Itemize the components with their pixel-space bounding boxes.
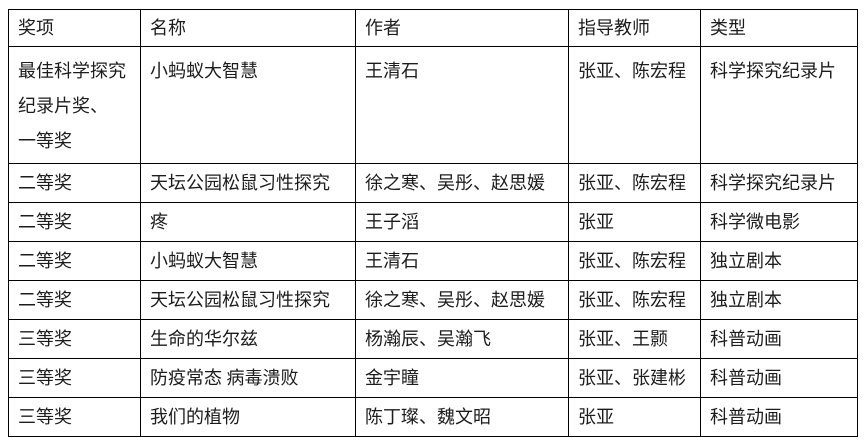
table-row: 三等奖 我们的植物 陈丁璨、魏文昭 张亚 科普动画 <box>8 397 858 437</box>
table-cell: 独立剧本 <box>700 241 858 281</box>
table-cell: 三等奖 <box>8 397 141 437</box>
table-cell: 徐之寒、吴彤、赵思媛 <box>355 280 569 320</box>
table-header-row: 奖项 名称 作者 指导教师 类型 <box>8 9 858 47</box>
column-header: 指导教师 <box>568 9 701 47</box>
table-cell: 科普动画 <box>700 319 858 359</box>
table-row: 最佳科学探究 纪录片奖、 一等奖 小蚂蚁大智慧 王清石 张亚、陈宏程 科学探究纪录片 <box>8 46 858 164</box>
table-cell: 生命的华尔兹 <box>140 319 356 359</box>
table-cell: 三等奖 <box>8 319 141 359</box>
column-header: 名称 <box>140 9 356 47</box>
table-cell: 科学探究纪录片 <box>700 163 858 203</box>
table-cell: 张亚、陈宏程 <box>568 280 701 320</box>
table-cell: 三等奖 <box>8 358 141 398</box>
table-cell: 王清石 <box>355 241 569 281</box>
table-cell: 陈丁璨、魏文昭 <box>355 397 569 437</box>
column-header: 类型 <box>700 9 858 47</box>
table-cell: 张亚、王颢 <box>568 319 701 359</box>
table-row: 三等奖 生命的华尔兹 杨瀚辰、吴瀚飞 张亚、王颢 科普动画 <box>8 319 858 359</box>
table-cell: 张亚 <box>568 202 701 242</box>
awards-table: 奖项 名称 作者 指导教师 类型 最佳科学探究 纪录片奖、 一等奖 小蚂蚁大智慧 王清石 张亚… <box>8 9 858 437</box>
table-cell: 二等奖 <box>8 202 141 242</box>
table-body: 最佳科学探究 纪录片奖、 一等奖 小蚂蚁大智慧 王清石 张亚、陈宏程 科学探究纪录片 二等… <box>8 46 858 437</box>
table-cell: 小蚂蚁大智慧 <box>140 46 356 164</box>
table-row: 二等奖 小蚂蚁大智慧 王清石 张亚、陈宏程 独立剧本 <box>8 241 858 281</box>
table-cell: 防疫常态 病毒溃败 <box>140 358 356 398</box>
table-cell: 二等奖 <box>8 163 141 203</box>
table-cell: 我们的植物 <box>140 397 356 437</box>
table-row: 三等奖 防疫常态 病毒溃败 金宇瞳 张亚、张建彬 科普动画 <box>8 358 858 398</box>
table-row: 二等奖 天坛公园松鼠习性探究 徐之寒、吴彤、赵思媛 张亚、陈宏程 科学探究纪录片 <box>8 163 858 203</box>
table-cell: 小蚂蚁大智慧 <box>140 241 356 281</box>
table-cell: 独立剧本 <box>700 280 858 320</box>
column-header: 作者 <box>355 9 569 47</box>
table-cell: 徐之寒、吴彤、赵思媛 <box>355 163 569 203</box>
table-cell: 张亚 <box>568 397 701 437</box>
table-row: 二等奖疼王子滔 张亚 科学微电影 <box>8 202 858 242</box>
table-cell: 金宇瞳 <box>355 358 569 398</box>
table-cell: 二等奖 <box>8 280 141 320</box>
table-cell: 王清石 <box>355 46 569 164</box>
table-cell: 张亚、张建彬 <box>568 358 701 398</box>
column-header: 奖项 <box>8 9 141 47</box>
table-cell: 科学探究纪录片 <box>700 46 858 164</box>
table-cell: 王子滔 <box>355 202 569 242</box>
table-cell: 杨瀚辰、吴瀚飞 <box>355 319 569 359</box>
table-row: 二等奖 天坛公园松鼠习性探究 徐之寒、吴彤、赵思媛 张亚、陈宏程 独立剧本 <box>8 280 858 320</box>
table-cell: 科普动画 <box>700 397 858 437</box>
table-cell: 最佳科学探究 纪录片奖、 一等奖 <box>8 46 141 164</box>
table-cell: 张亚、陈宏程 <box>568 46 701 164</box>
table-cell: 天坛公园松鼠习性探究 <box>140 280 356 320</box>
table-cell: 天坛公园松鼠习性探究 <box>140 163 356 203</box>
table-cell: 疼 <box>140 202 356 242</box>
table-cell: 二等奖 <box>8 241 141 281</box>
table-cell: 科普动画 <box>700 358 858 398</box>
table-cell: 科学微电影 <box>700 202 858 242</box>
table-cell: 张亚、陈宏程 <box>568 163 701 203</box>
table-cell: 张亚、陈宏程 <box>568 241 701 281</box>
